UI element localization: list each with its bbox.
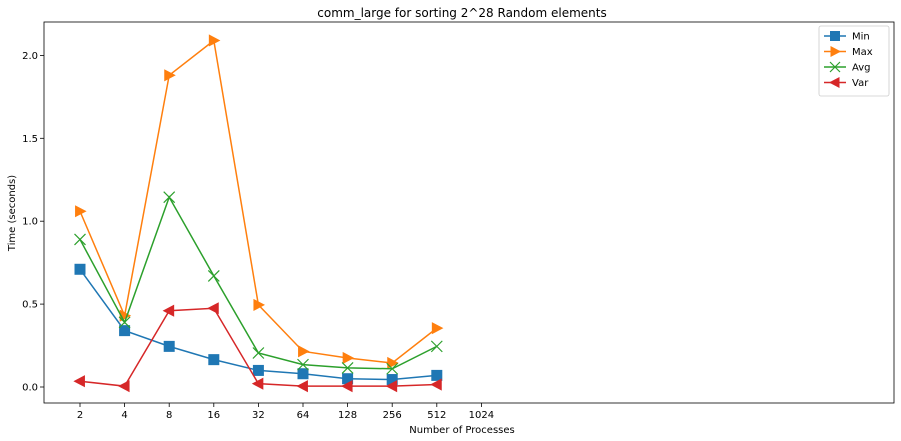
data-point-min: [431, 369, 443, 381]
series-line-max: [79, 39, 438, 364]
data-point-max: [298, 345, 310, 358]
legend-item-var: Var: [824, 77, 869, 89]
data-point-var: [296, 380, 308, 393]
y-axis: 0.0 0.5 1.0 1.5 2.0: [22, 51, 44, 394]
x-tick-label: 32: [252, 410, 265, 421]
data-point-min: [74, 263, 86, 275]
y-tick-label: 2.0: [22, 51, 38, 62]
legend-swatch-marker: [830, 46, 841, 57]
legend-swatch-marker: [829, 77, 840, 88]
data-point-avg: [252, 347, 265, 359]
data-point-var: [73, 375, 85, 388]
data-point-var: [430, 378, 442, 391]
data-point-var: [162, 304, 175, 317]
legend-label: Max: [852, 47, 873, 58]
y-tick-label: 1.0: [22, 217, 38, 228]
x-tick-label: 2: [77, 410, 83, 421]
y-tick-label: 0.0: [22, 383, 38, 394]
x-tick-label: 1024: [469, 410, 494, 421]
data-point-min: [297, 368, 309, 380]
data-point-min: [119, 325, 131, 337]
x-tick-label: 512: [427, 410, 446, 421]
data-point-avg: [386, 362, 399, 375]
x-tick-label: 256: [383, 410, 402, 421]
data-point-max: [253, 298, 265, 311]
x-axis: 2 4 8 16 32 64 128 256 512 1024: [77, 403, 494, 421]
data-point-min: [342, 373, 354, 385]
data-point-min: [208, 354, 220, 366]
legend-swatch-marker: [830, 31, 840, 41]
legend-item-avg: Avg: [824, 61, 871, 74]
plot-area: [43, 21, 895, 404]
x-tick-label: 128: [338, 410, 357, 421]
data-point-min: [163, 340, 175, 352]
data-point-var: [251, 377, 264, 390]
series-avg: [74, 191, 443, 375]
data-point-avg: [118, 316, 131, 329]
series-max: [75, 34, 444, 370]
data-point-max: [208, 34, 221, 47]
chart-title: comm_large for sorting 2^28 Random eleme…: [317, 6, 606, 20]
data-point-var: [385, 380, 398, 393]
data-point-max: [164, 69, 176, 82]
legend-item-min: Min: [824, 31, 870, 43]
data-point-min: [386, 374, 398, 386]
data-point-var: [341, 380, 353, 393]
legend: Min Max Avg Var: [818, 25, 890, 97]
data-point-avg: [430, 340, 443, 353]
data-point-avg: [74, 233, 86, 246]
y-tick-label: 1.5: [22, 134, 38, 145]
series-line-min: [79, 268, 437, 381]
legend-box: [818, 25, 890, 97]
data-point-max: [342, 351, 355, 365]
data-point-avg: [207, 269, 220, 282]
data-point-avg: [341, 362, 354, 374]
x-tick-label: 16: [207, 410, 220, 421]
series-min: [74, 263, 443, 386]
x-tick-label: 64: [297, 410, 310, 421]
y-axis-title: Time (seconds): [7, 175, 18, 252]
legend-label: Avg: [852, 63, 871, 74]
x-tick-label: 4: [121, 410, 127, 421]
legend-swatch-marker: [829, 61, 841, 73]
legend-item-max: Max: [824, 46, 873, 58]
series-line-avg: [79, 195, 438, 370]
data-point-max: [75, 205, 87, 218]
legend-label: Min: [852, 32, 870, 43]
y-tick-label: 0.5: [22, 300, 38, 311]
data-point-avg: [163, 191, 176, 204]
data-point-var: [118, 380, 130, 393]
data-point-min: [252, 364, 264, 376]
data-point-max: [431, 322, 444, 335]
x-tick-label: 8: [166, 410, 172, 421]
series-layer: [73, 34, 444, 393]
data-point-var: [207, 302, 219, 315]
data-point-avg: [297, 358, 309, 371]
legend-label: Var: [852, 78, 869, 89]
x-axis-title: Number of Processes: [409, 425, 514, 436]
series-var: [73, 302, 442, 393]
